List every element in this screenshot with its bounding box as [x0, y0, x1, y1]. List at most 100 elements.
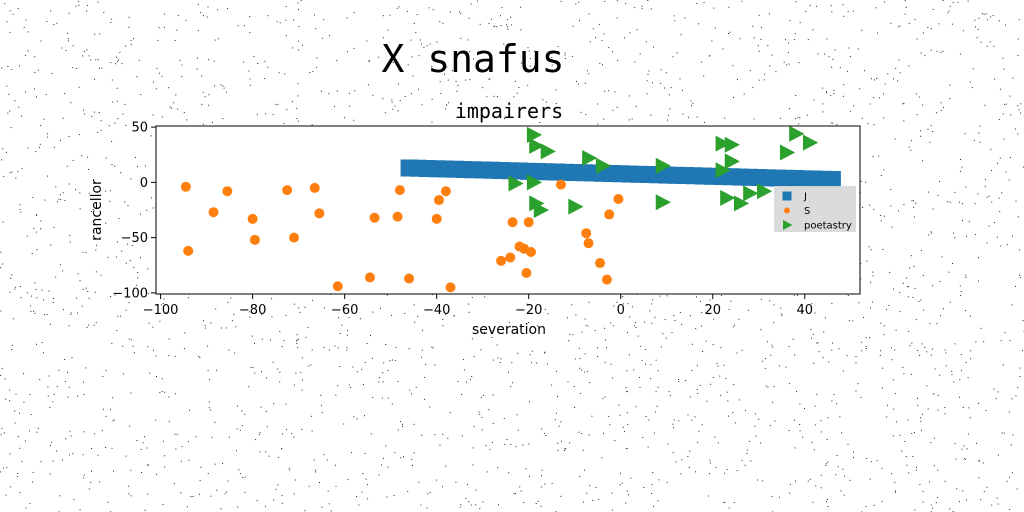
noise-speck [927, 128, 929, 130]
noise-speck [978, 280, 979, 282]
noise-speck [1, 159, 3, 161]
noise-speck [633, 325, 635, 327]
noise-speck [124, 103, 126, 105]
noise-speck [629, 316, 631, 318]
noise-speck [136, 440, 138, 442]
noise-speck [141, 472, 143, 473]
noise-speck [788, 63, 790, 65]
noise-speck [701, 424, 703, 426]
noise-speck [991, 170, 993, 171]
noise-speck [298, 26, 300, 27]
noise-speck [281, 448, 283, 450]
noise-speck [881, 387, 883, 389]
noise-speck [827, 506, 829, 507]
noise-speck [755, 435, 757, 437]
noise-speck [528, 443, 530, 445]
noise-speck [836, 403, 838, 405]
noise-speck [907, 286, 908, 288]
noise-speck [894, 490, 896, 492]
noise-speck [708, 495, 709, 497]
data-point-poetastry [582, 150, 598, 167]
data-point-poetastry [529, 137, 545, 154]
noise-speck [86, 4, 88, 6]
noise-speck [520, 29, 522, 31]
noise-speck [9, 172, 11, 174]
noise-speck [962, 220, 963, 222]
noise-speck [935, 112, 937, 114]
noise-speck [528, 322, 529, 323]
noise-speck [410, 93, 412, 95]
noise-speck [871, 78, 872, 80]
noise-speck [142, 442, 144, 444]
noise-speck [857, 48, 859, 50]
noise-speck [400, 457, 402, 459]
noise-speck [206, 16, 208, 18]
noise-speck [56, 386, 58, 388]
noise-speck [822, 87, 823, 89]
noise-speck [152, 326, 154, 328]
noise-speck [998, 20, 1000, 22]
noise-speck [868, 246, 870, 248]
noise-speck [335, 485, 337, 487]
noise-speck [116, 56, 118, 58]
noise-speck [200, 12, 202, 13]
noise-speck [118, 59, 119, 61]
noise-speck [387, 397, 389, 399]
noise-speck [951, 374, 953, 376]
noise-speck [181, 446, 183, 448]
noise-speck [10, 486, 12, 488]
noise-speck [90, 59, 92, 61]
noise-speck [544, 351, 546, 353]
noise-speck [256, 114, 258, 116]
noise-speck [764, 358, 766, 360]
noise-speck [507, 28, 509, 30]
noise-speck [986, 19, 988, 21]
noise-speck [36, 297, 38, 299]
noise-speck [745, 410, 746, 412]
noise-speck [204, 96, 206, 98]
y-tick-label: 0 [140, 176, 148, 191]
noise-speck [259, 434, 260, 436]
noise-speck [105, 447, 107, 448]
noise-speck [152, 207, 154, 209]
noise-speck [1000, 245, 1002, 247]
noise-speck [149, 372, 151, 374]
noise-speck [298, 307, 300, 309]
noise-speck [959, 285, 961, 287]
noise-speck [985, 410, 987, 412]
noise-speck [830, 122, 832, 124]
noise-speck [115, 63, 117, 65]
noise-speck [752, 25, 754, 27]
noise-speck [279, 22, 281, 24]
noise-speck [47, 386, 49, 388]
noise-speck [638, 377, 640, 378]
noise-speck [387, 29, 389, 31]
noise-speck [712, 344, 714, 346]
noise-speck [138, 59, 140, 61]
data-point-s [507, 217, 518, 228]
noise-speck [410, 39, 412, 41]
noise-speck [779, 365, 781, 367]
noise-speck [48, 290, 50, 292]
noise-speck [998, 197, 1000, 199]
noise-speck [46, 21, 48, 22]
noise-speck [19, 65, 20, 67]
noise-speck [940, 102, 942, 104]
noise-speck [41, 289, 43, 291]
noise-speck [878, 155, 880, 157]
noise-speck [976, 37, 978, 39]
noise-speck [347, 479, 349, 481]
noise-speck [971, 87, 973, 89]
noise-speck [479, 508, 481, 510]
noise-speck [53, 24, 55, 26]
noise-speck [788, 42, 790, 44]
noise-speck [97, 454, 99, 456]
noise-speck [827, 498, 828, 500]
noise-speck [634, 61, 636, 63]
noise-speck [473, 58, 474, 60]
noise-speck [146, 464, 148, 466]
noise-speck [228, 436, 230, 438]
noise-speck [951, 371, 953, 372]
noise-speck [281, 502, 283, 504]
noise-speck [928, 234, 930, 236]
